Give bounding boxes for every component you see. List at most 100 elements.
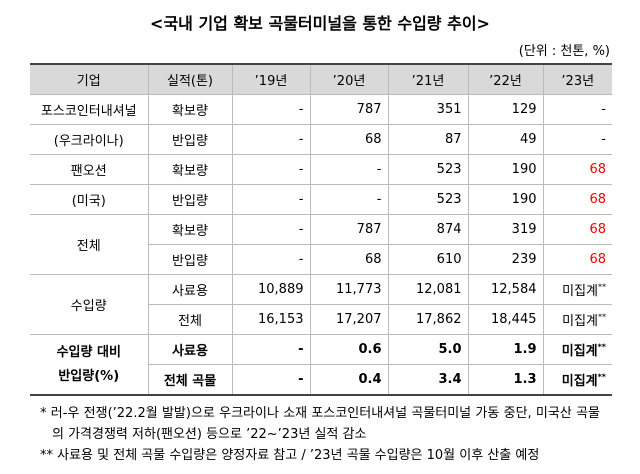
table-cell: - — [231, 124, 311, 155]
table-cell: 확보량 — [147, 154, 233, 185]
header-cell: ’19년 — [231, 63, 311, 95]
table-cell: 787 — [309, 94, 389, 125]
table-cell: - — [231, 154, 311, 185]
table-cell: 68 — [542, 154, 612, 185]
table-cell: 5.0 — [387, 334, 469, 365]
table-cell: - — [309, 154, 389, 185]
table-cell: 610 — [387, 244, 469, 275]
table-cell: - — [542, 94, 612, 125]
table-cell: 미집계** — [542, 274, 612, 305]
table-cell: 523 — [387, 184, 469, 215]
table-cell: 68 — [309, 244, 389, 275]
table-cell: 전체 — [148, 304, 233, 335]
table-cell: 190 — [467, 184, 544, 215]
table-cell: 68 — [542, 184, 612, 215]
table-row: 전체 확보량 -787 874 319 68 — [30, 214, 612, 275]
header-cell: 실적(톤) — [147, 63, 233, 95]
table-cell: (우크라이나) — [30, 124, 149, 155]
table-cell: 18,445 — [467, 304, 544, 335]
header-cell: 기업 — [30, 63, 149, 95]
table-cell: 87 — [387, 124, 469, 155]
header-cell: ’22년 — [467, 63, 544, 95]
table-cell: - — [231, 184, 311, 215]
table-cell: 수입량 — [30, 274, 149, 335]
header-row: 기업 실적(톤) ’19년 ’20년 ’21년 ’22년 ’23년 — [30, 63, 612, 95]
table-cell: 49 — [467, 124, 544, 155]
note-mark: ** — [597, 372, 606, 382]
table-cell: - — [231, 364, 311, 396]
table-cell: 1.9 — [467, 334, 544, 365]
table-cell: 반입량 — [147, 124, 233, 155]
table-row: 수입량 사료용 10,889 11,773 12,081 12,584 미집계** — [30, 274, 612, 335]
header-cell: ’20년 — [309, 63, 389, 95]
table-cell: - — [231, 244, 311, 275]
table-row: 전체 16,153 17,207 17,862 18,445 미집계** — [30, 304, 612, 335]
table-cell: 확보량 — [147, 214, 233, 245]
table-row: 수입량 대비 반입량(%) 사료용 -0.6 5.0 1.9 미집계** — [30, 334, 612, 396]
table-cell: (미국) — [30, 184, 149, 215]
table-cell: 포스코인터내셔널 — [30, 94, 149, 125]
table-cell: 반입량 — [148, 244, 233, 275]
footnotes: * 러-우 전쟁(’22.2월 발발)으로 우크라이나 소재 포스코인터내셔널 … — [40, 403, 600, 466]
table-cell: 전체 곡물 — [148, 364, 233, 396]
table-cell: 미집계** — [542, 304, 612, 335]
table-cell: 319 — [467, 214, 544, 245]
table-cell: 16,153 — [231, 304, 311, 335]
header-cell: ’23년 — [542, 63, 612, 95]
table-cell: 129 — [467, 94, 544, 125]
table-cell: 68 — [542, 244, 612, 275]
table-cell: 17,862 — [387, 304, 469, 335]
table-cell: 68 — [542, 214, 612, 245]
cell-text: 미집계 — [561, 344, 598, 359]
table-cell: 사료용 — [147, 274, 233, 305]
table-cell: 12,584 — [467, 274, 544, 305]
note-mark: ** — [598, 282, 606, 292]
table-row: (우크라이나) 반입량 -68 87 49- — [30, 124, 612, 155]
table-body: 포스코인터내셔널 확보량 -787 351 129- (우크라이나) 반입량 -68 87 49-… — [30, 94, 612, 396]
footnote: ** 사료용 및 전체 곡물 수입량은 양정자료 참고 / ’23년 곡물 수입… — [40, 448, 540, 463]
table-cell: 239 — [467, 244, 544, 275]
table-cell: - — [231, 214, 311, 245]
table-cell: 미집계** — [542, 334, 612, 365]
data-table: 기업 실적(톤) ’19년 ’20년 ’21년 ’22년 ’23년 포스코인터내셔널 확보량 -… — [30, 63, 612, 396]
table-cell: 12,081 — [387, 274, 469, 305]
table-cell: 351 — [387, 94, 469, 125]
footnote: * 러-우 전쟁(’22.2월 발발)으로 우크라이나 소재 포스코인터내셔널 … — [40, 406, 600, 442]
table-cell: 10,889 — [231, 274, 311, 305]
table-row: (미국) 반입량 - -523 190 68 — [30, 184, 612, 215]
table-cell: - — [542, 124, 612, 155]
table-cell: 사료용 — [147, 334, 233, 365]
cell-text: 미집계 — [561, 374, 598, 389]
table-cell: 11,773 — [309, 274, 389, 305]
cell-text: 미집계 — [562, 314, 598, 329]
table-cell: 787 — [309, 214, 389, 245]
title: <국내 기업 확보 곡물터미널을 통한 수입량 추이> — [150, 14, 490, 33]
note-mark: ** — [597, 342, 606, 352]
table-row: 포스코인터내셔널 확보량 -787 351 129- — [30, 94, 612, 125]
table-cell: 팬오션 — [30, 154, 149, 185]
table-cell: 수입량 대비 반입량(%) — [30, 334, 149, 396]
table-cell: 미집계** — [542, 364, 612, 396]
table-cell: 17,207 — [309, 304, 389, 335]
table-cell: 1.3 — [467, 364, 544, 396]
table-cell: 68 — [309, 124, 389, 155]
note-mark: ** — [598, 312, 606, 322]
table-cell: 3.4 — [387, 364, 469, 396]
table-cell: 523 — [387, 154, 469, 185]
table-cell: 0.4 — [309, 364, 389, 396]
unit: (단위 : 천톤, %) — [518, 44, 610, 59]
table-cell: 확보량 — [147, 94, 233, 125]
table-row: 전체 곡물 -0.4 3.4 1.3 미집계** — [30, 364, 612, 396]
table-cell: - — [231, 94, 311, 125]
table-cell: - — [309, 184, 389, 215]
table-cell: 0.6 — [309, 334, 389, 365]
table-cell: - — [231, 334, 311, 365]
header-cell: ’21년 — [387, 63, 469, 95]
table-cell: 반입량 — [147, 184, 233, 215]
table-cell: 190 — [467, 154, 544, 185]
cell-text: 미집계 — [562, 284, 598, 299]
table-cell: 874 — [387, 214, 469, 245]
table-row: 팬오션 확보량 - -523 190 68 — [30, 154, 612, 185]
table-cell: 전체 — [30, 214, 149, 275]
